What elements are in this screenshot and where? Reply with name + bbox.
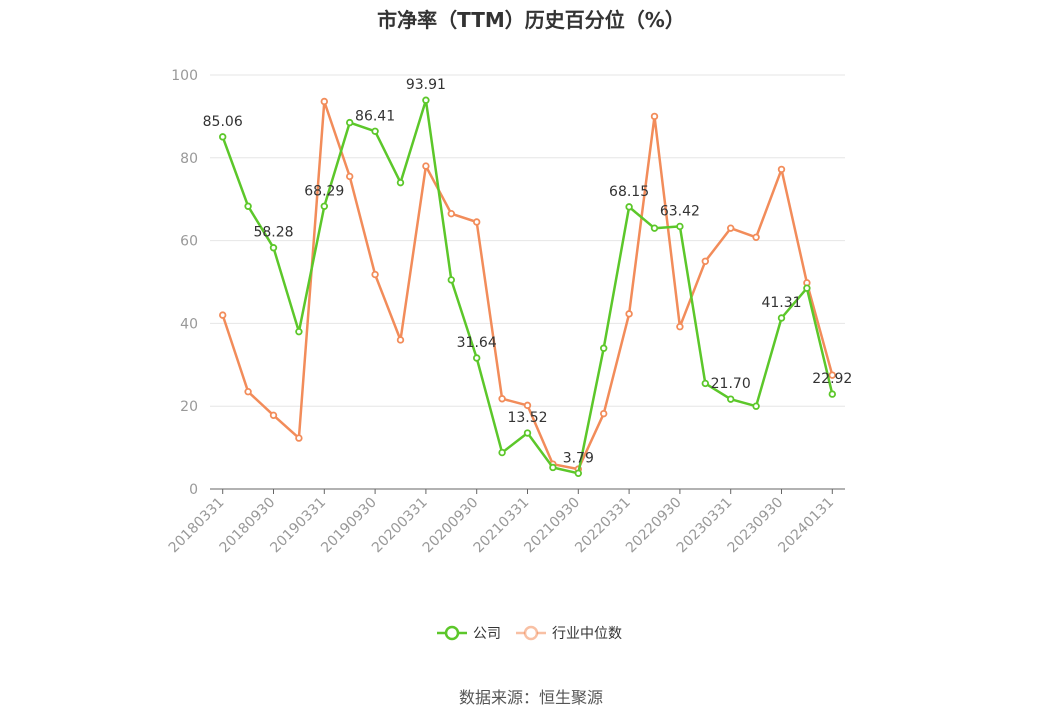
data-point[interactable] — [752, 402, 760, 410]
data-labels: 85.06 58.28 68.29 86.41 93.91 31.64 13.52 3.79 6… — [203, 77, 853, 466]
data-label: 41.31 — [761, 295, 801, 311]
data-label: 58.28 — [253, 225, 293, 241]
data-label: 86.41 — [355, 108, 395, 124]
data-label: 68.29 — [304, 183, 344, 199]
data-point[interactable] — [625, 203, 633, 211]
legend-marker — [444, 625, 460, 641]
data-point[interactable] — [269, 244, 278, 252]
data-point[interactable] — [676, 222, 684, 231]
data-label: 63.42 — [660, 203, 700, 219]
grid-lines — [210, 74, 845, 407]
data-point[interactable] — [650, 112, 659, 121]
legend-item-1[interactable]: 行业中位数 — [516, 625, 622, 642]
data-point[interactable] — [777, 314, 786, 322]
data-point[interactable] — [777, 165, 786, 174]
data-point[interactable] — [727, 224, 735, 232]
axes: 0204060801002018033120180930201903312019… — [166, 68, 845, 556]
data-point[interactable] — [295, 327, 303, 336]
data-point[interactable] — [574, 469, 582, 478]
data-point[interactable] — [447, 276, 455, 284]
chart-title: 市净率（TTM）历史百分位（%） — [377, 8, 685, 32]
x-tick-label: 20240131 — [775, 495, 837, 557]
data-point[interactable] — [549, 463, 557, 472]
data-point[interactable] — [498, 395, 506, 403]
legend-label: 行业中位数 — [552, 626, 622, 642]
data-label: 93.91 — [406, 77, 446, 93]
data-label: 13.52 — [507, 410, 547, 426]
data-point[interactable] — [371, 127, 379, 135]
data-label: 85.06 — [203, 114, 243, 130]
y-tick-label: 100 — [171, 68, 198, 84]
data-point[interactable] — [320, 97, 328, 106]
data-point[interactable] — [752, 233, 760, 241]
data-point[interactable] — [346, 172, 354, 181]
legend-marker — [523, 625, 539, 641]
series-layer — [218, 96, 836, 478]
data-point[interactable] — [244, 202, 252, 210]
data-point[interactable] — [346, 118, 354, 127]
data-point[interactable] — [320, 202, 328, 210]
data-point[interactable] — [447, 209, 455, 218]
data-point[interactable] — [396, 336, 405, 344]
data-label: 3.79 — [563, 450, 594, 466]
y-tick-label: 40 — [180, 316, 198, 332]
data-point[interactable] — [650, 224, 659, 232]
data-point[interactable] — [371, 270, 379, 279]
data-point[interactable] — [218, 133, 227, 141]
source-note: 数据来源：恒生聚源 — [458, 688, 603, 707]
data-point[interactable] — [625, 310, 633, 318]
data-point[interactable] — [218, 311, 227, 319]
data-point[interactable] — [523, 429, 532, 437]
data-point[interactable] — [473, 218, 481, 226]
data-point[interactable] — [295, 434, 303, 442]
legend-item-0[interactable]: 公司 — [437, 625, 501, 642]
data-point[interactable] — [828, 371, 836, 379]
data-point[interactable] — [396, 178, 405, 187]
data-point[interactable] — [600, 409, 608, 418]
data-point[interactable] — [701, 257, 709, 265]
y-tick-label: 60 — [180, 234, 198, 250]
data-label: 68.15 — [609, 184, 649, 200]
data-point[interactable] — [523, 401, 532, 410]
y-tick-label: 0 — [189, 482, 198, 498]
data-point[interactable] — [422, 162, 430, 170]
data-point[interactable] — [676, 323, 684, 331]
data-point[interactable] — [244, 388, 252, 396]
series-0 — [218, 96, 836, 478]
data-point[interactable] — [422, 96, 430, 104]
data-point[interactable] — [828, 390, 836, 398]
series-1 — [218, 97, 836, 473]
legend[interactable]: 公司 行业中位数 — [437, 625, 622, 642]
data-point[interactable] — [803, 284, 811, 292]
data-point[interactable] — [498, 448, 506, 457]
data-point[interactable] — [473, 354, 481, 362]
data-point[interactable] — [600, 344, 608, 352]
y-tick-label: 20 — [180, 399, 198, 415]
data-point[interactable] — [727, 395, 735, 403]
data-point[interactable] — [701, 379, 709, 388]
data-label: 21.70 — [711, 376, 751, 392]
data-label: 31.64 — [457, 335, 497, 351]
y-tick-label: 80 — [180, 151, 198, 167]
data-point[interactable] — [269, 411, 278, 420]
legend-label: 公司 — [473, 626, 501, 642]
data-label: 22.92 — [812, 371, 852, 387]
